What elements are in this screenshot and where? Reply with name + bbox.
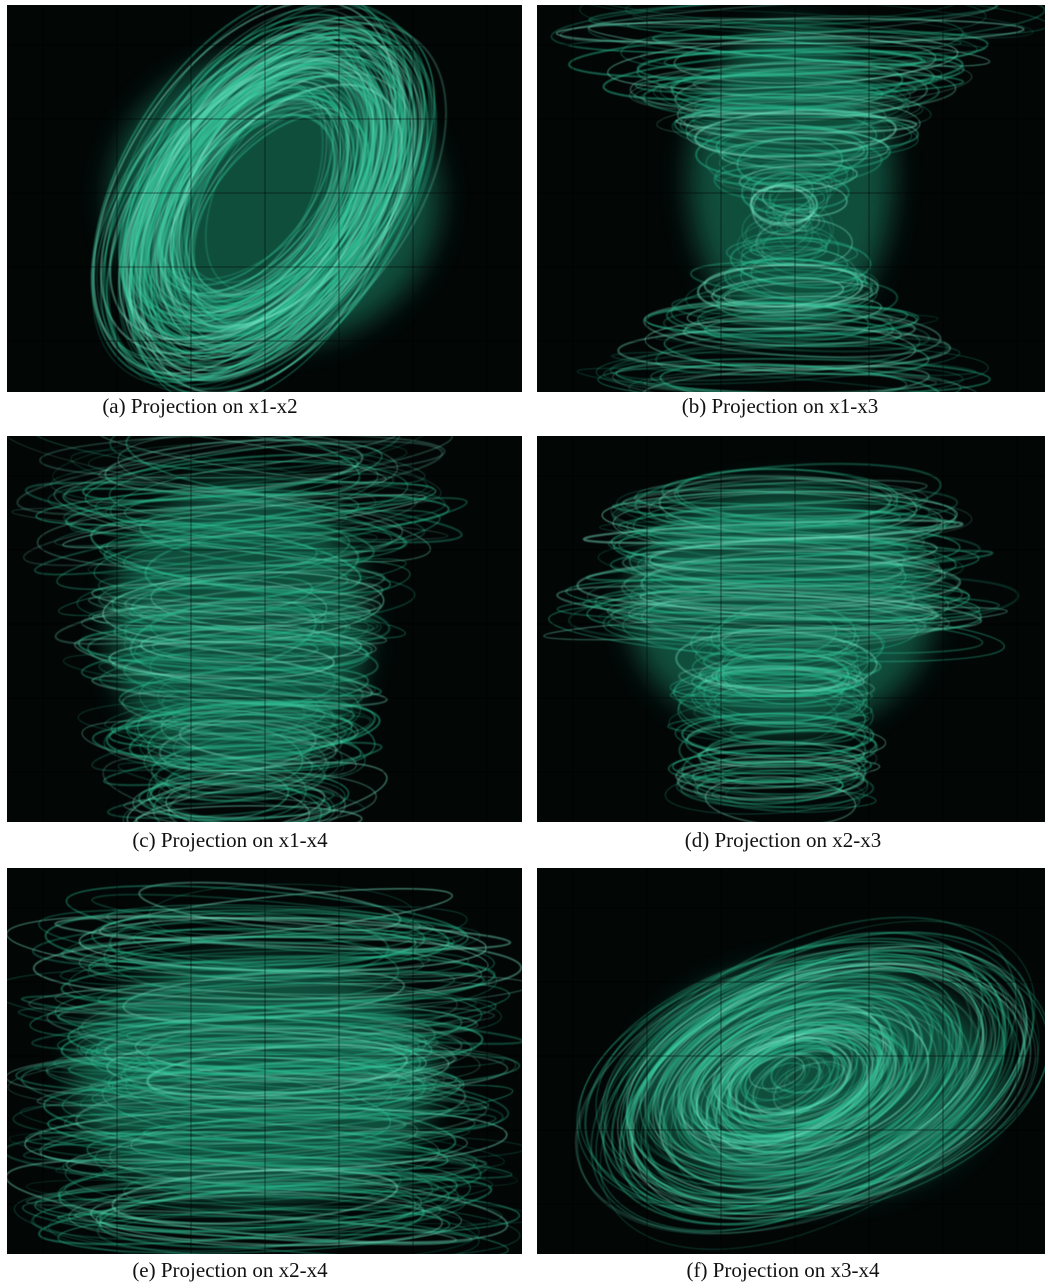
photo — [537, 436, 1045, 829]
caption: (d) Projection on x2-x3 — [685, 828, 882, 852]
photo — [7, 0, 522, 449]
caption: (a) Projection on x1-x2 — [102, 394, 297, 418]
photo — [533, 852, 1048, 1288]
figure: (a) Projection on x1-x2 (b) Projection o… — [0, 0, 1048, 1288]
caption: (e) Projection on x2-x4 — [132, 1258, 328, 1282]
caption: (f) Projection on x3-x4 — [686, 1258, 880, 1282]
page: (a) Projection on x1-x2 (b) Projection o… — [0, 0, 1048, 1288]
caption: (c) Projection on x1-x4 — [132, 828, 328, 852]
photo — [537, 0, 1048, 418]
photo — [0, 868, 540, 1275]
photo — [0, 398, 522, 850]
caption: (b) Projection on x1-x3 — [682, 394, 879, 418]
